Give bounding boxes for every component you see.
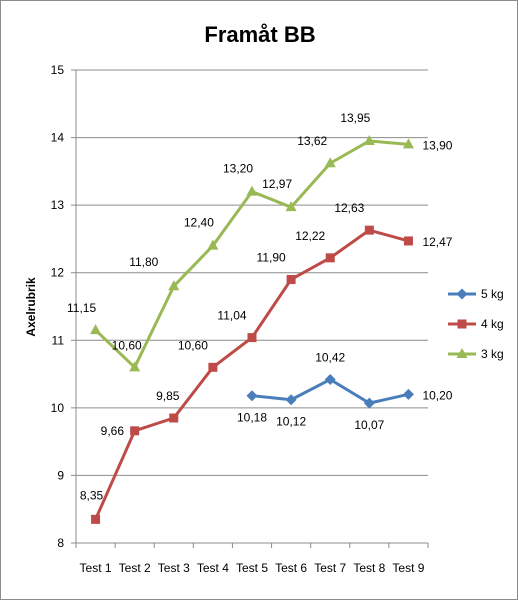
y-tick-label: 11 bbox=[52, 333, 65, 347]
data-label: 10,42 bbox=[315, 350, 345, 364]
data-point-marker bbox=[246, 185, 258, 196]
data-label: 12,97 bbox=[262, 177, 292, 191]
data-point-marker bbox=[90, 324, 102, 335]
data-point-marker bbox=[208, 362, 218, 372]
data-label: 12,40 bbox=[184, 216, 214, 230]
data-label: 12,47 bbox=[422, 235, 452, 249]
data-point-marker bbox=[285, 201, 297, 212]
data-point-marker bbox=[363, 134, 375, 145]
legend-entry: 4 kg bbox=[448, 317, 504, 331]
y-tick-label: 15 bbox=[51, 63, 65, 77]
data-point-marker bbox=[402, 388, 414, 400]
data-point-marker bbox=[324, 157, 336, 168]
series-line bbox=[94, 228, 409, 520]
series-group bbox=[90, 134, 414, 524]
data-label: 10,60 bbox=[112, 338, 142, 352]
data-point-marker bbox=[129, 361, 141, 372]
data-point-marker bbox=[364, 225, 374, 235]
y-tick-label: 14 bbox=[51, 131, 65, 145]
x-tick-label: Test 1 bbox=[80, 561, 112, 575]
data-point-marker bbox=[169, 413, 179, 423]
data-label: 9,85 bbox=[156, 389, 180, 403]
legend-label: 4 kg bbox=[481, 317, 504, 331]
data-point-marker bbox=[324, 373, 336, 385]
data-point-marker bbox=[403, 236, 413, 246]
x-tick-label: Test 2 bbox=[119, 561, 151, 575]
data-label: 9,66 bbox=[101, 424, 125, 438]
data-point-marker bbox=[402, 138, 414, 149]
data-label: 13,20 bbox=[223, 162, 253, 176]
data-label: 13,62 bbox=[297, 134, 327, 148]
legend-marker bbox=[457, 319, 467, 329]
data-labels: 10,18 10,12 10,42 10,07 10,20 8,35 9,66 9,85 10,… bbox=[67, 111, 453, 502]
x-tick-label: Test 5 bbox=[236, 561, 268, 575]
chart-title: Framåt BB bbox=[204, 22, 315, 47]
data-point-marker bbox=[207, 239, 219, 250]
data-point-marker bbox=[363, 397, 375, 409]
x-tick-label: Test 9 bbox=[392, 561, 424, 575]
data-point-marker bbox=[91, 514, 101, 524]
data-label: 13,90 bbox=[422, 138, 452, 152]
data-label: 8,35 bbox=[80, 488, 104, 502]
data-label: 10,18 bbox=[237, 411, 267, 425]
data-label: 11,15 bbox=[67, 301, 96, 315]
y-tick-label: 9 bbox=[57, 468, 64, 482]
data-label: 10,60 bbox=[178, 338, 208, 352]
legend-marker bbox=[456, 348, 468, 358]
y-tick-label: 8 bbox=[57, 536, 64, 550]
x-tick-label: Test 3 bbox=[158, 561, 190, 575]
y-axis-title: Axelrubrik bbox=[24, 277, 38, 337]
series-3-kg bbox=[90, 134, 414, 372]
legend-label: 3 kg bbox=[481, 347, 504, 361]
data-point-marker bbox=[130, 426, 140, 436]
data-label: 12,22 bbox=[295, 229, 325, 243]
data-label: 10,12 bbox=[276, 415, 306, 429]
x-tick-label: Test 7 bbox=[314, 561, 346, 575]
data-label: 11,04 bbox=[217, 309, 246, 323]
data-label: 10,07 bbox=[354, 418, 384, 432]
data-point-marker bbox=[168, 280, 180, 291]
data-point-marker bbox=[285, 394, 297, 406]
data-label: 10,20 bbox=[422, 388, 452, 402]
data-point-marker bbox=[246, 390, 258, 402]
axes: 8 9 10 11 12 13 14 15 Test 1 Test 2 Test 3 Test 4 Te… bbox=[51, 63, 429, 575]
legend-marker bbox=[456, 288, 468, 300]
data-label: 11,80 bbox=[129, 255, 158, 269]
data-label: 12,63 bbox=[334, 201, 364, 215]
y-tick-label: 10 bbox=[51, 401, 65, 415]
legend-label: 5 kg bbox=[481, 287, 504, 301]
x-tick-label: Test 8 bbox=[353, 561, 385, 575]
data-point-marker bbox=[247, 333, 257, 343]
legend-entry: 3 kg bbox=[448, 347, 504, 361]
x-tick-label: Test 6 bbox=[275, 561, 307, 575]
data-label: 11,90 bbox=[257, 250, 286, 264]
data-label: 13,95 bbox=[340, 111, 370, 125]
series-5-kg bbox=[246, 373, 414, 409]
legend-entry: 5 kg bbox=[448, 287, 504, 301]
y-tick-label: 12 bbox=[51, 266, 65, 280]
x-tick-label: Test 4 bbox=[197, 561, 229, 575]
data-point-marker bbox=[325, 253, 335, 263]
data-point-marker bbox=[286, 274, 296, 284]
y-tick-label: 13 bbox=[51, 198, 65, 212]
legend: 5 kg 4 kg 3 kg bbox=[448, 287, 504, 361]
series-4-kg bbox=[91, 225, 413, 524]
